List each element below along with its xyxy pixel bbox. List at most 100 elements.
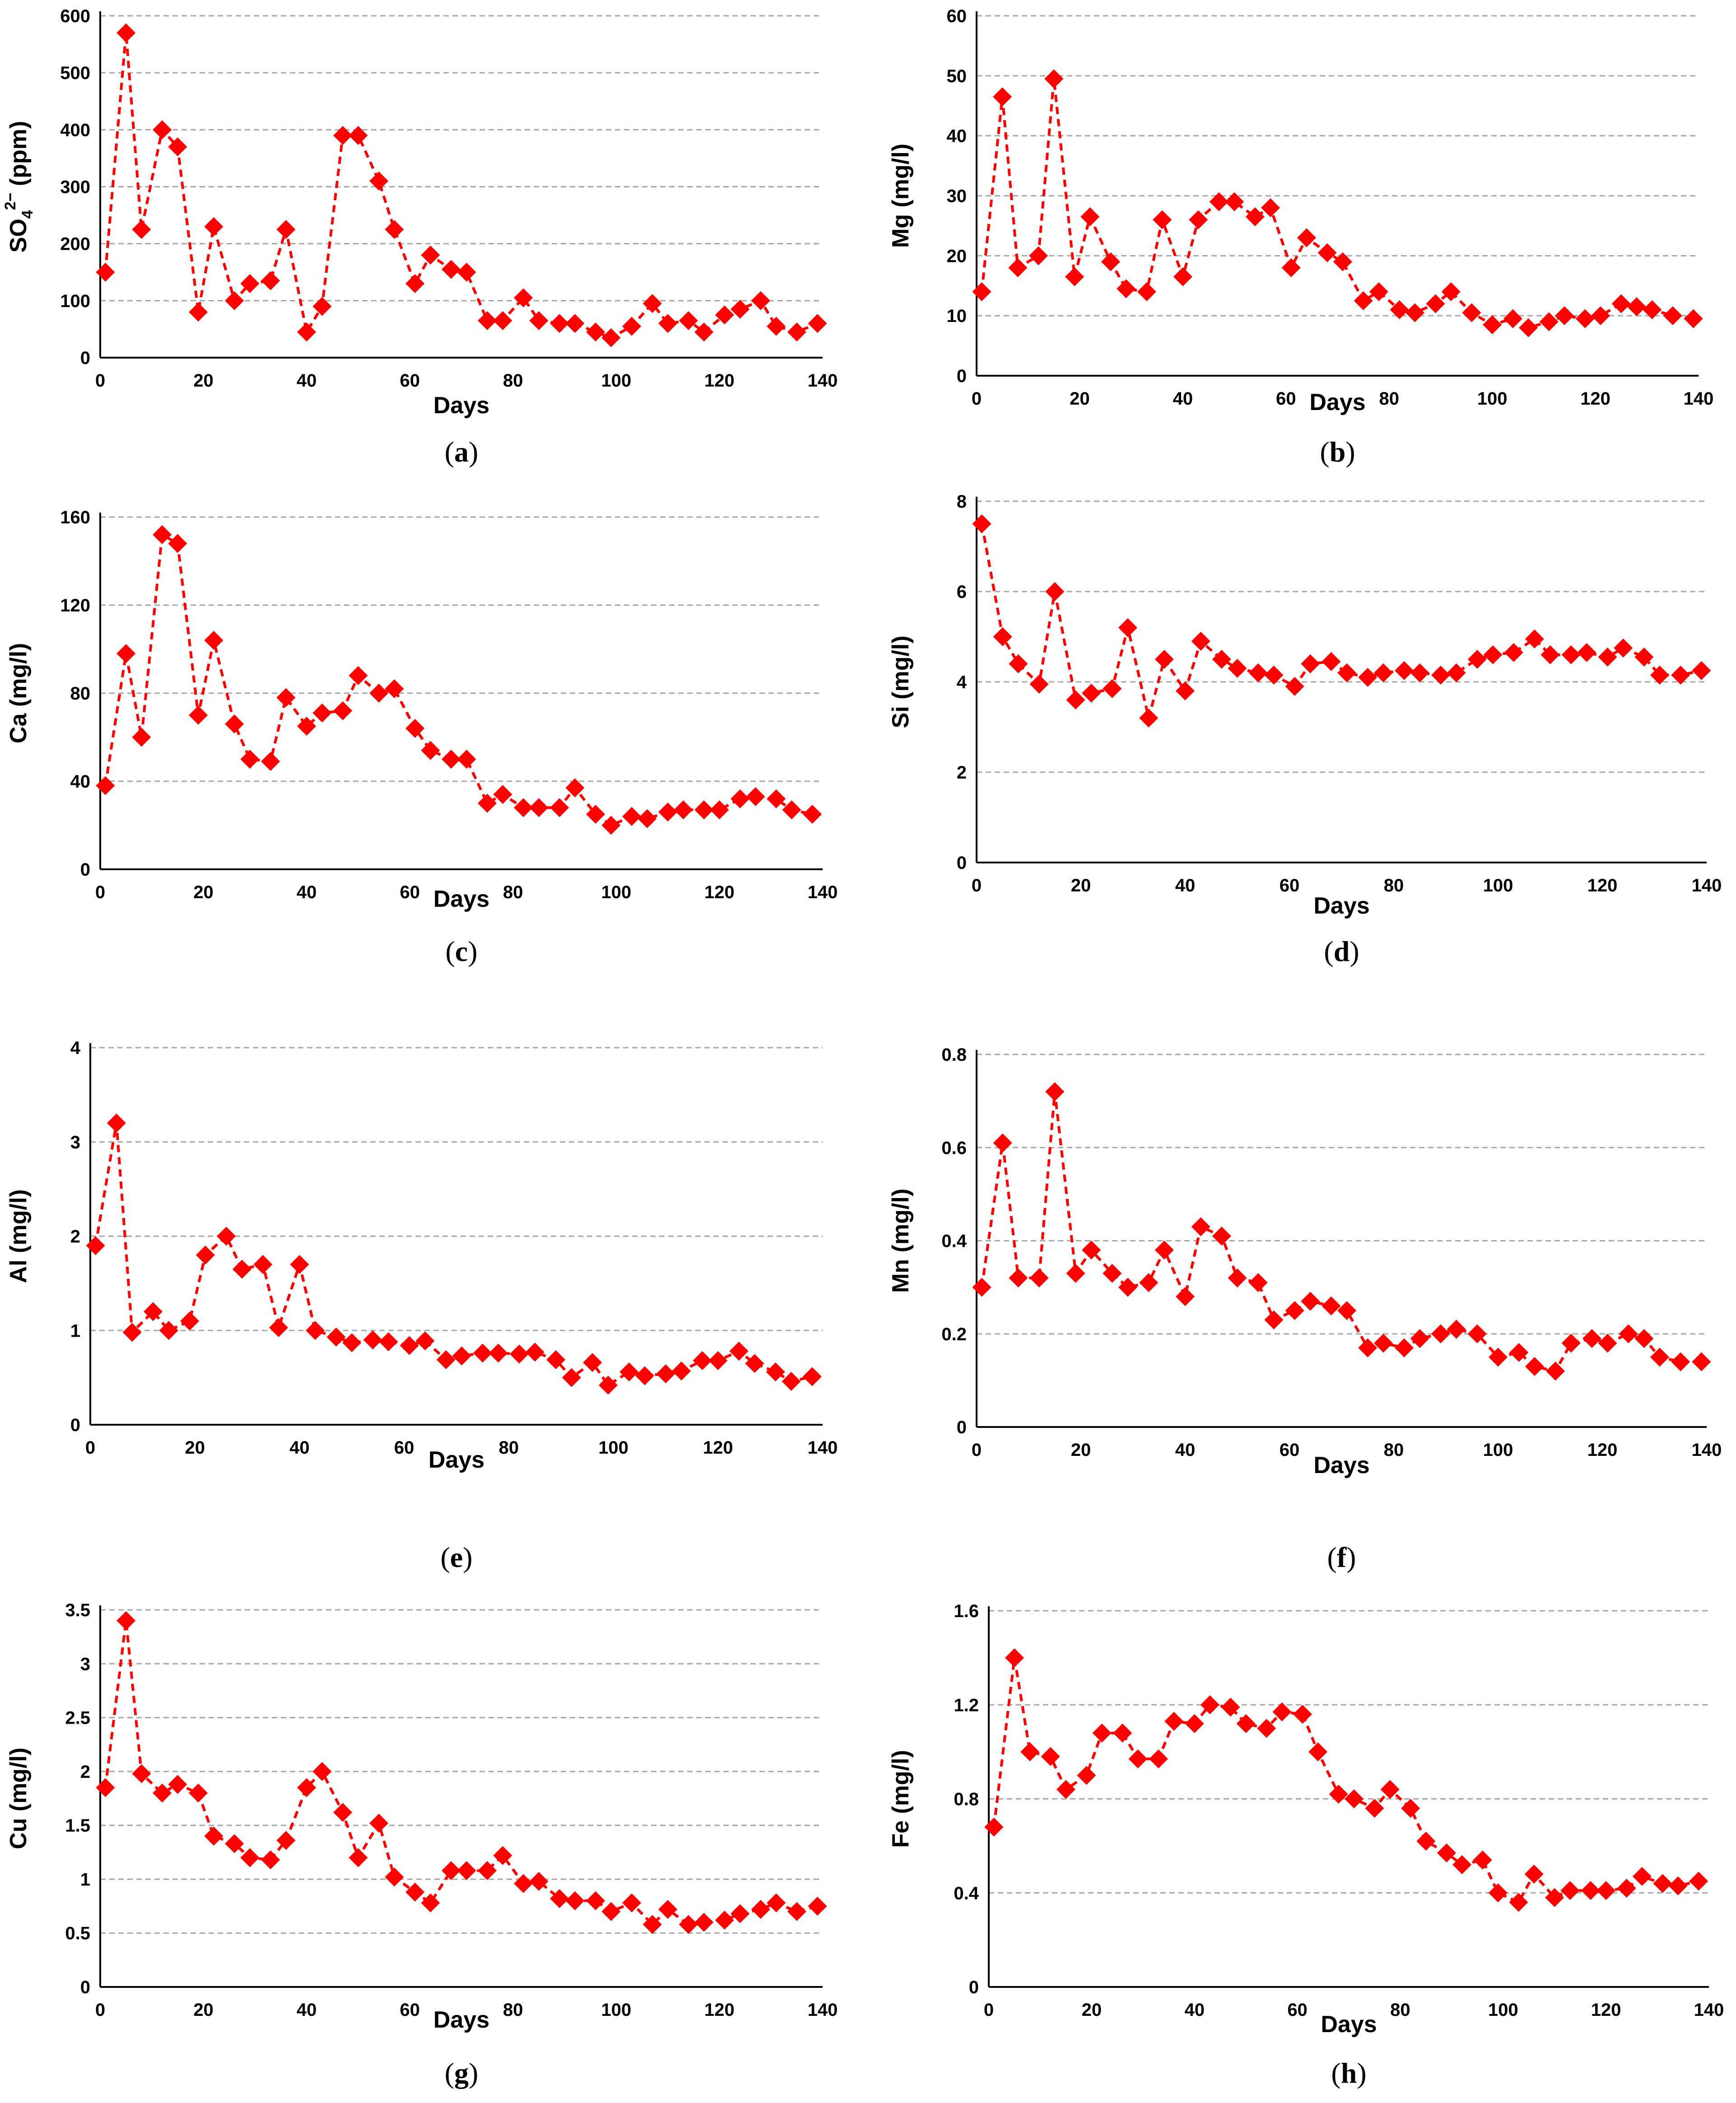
data-point — [1212, 1226, 1231, 1246]
x-tick-label: 100 — [601, 882, 631, 902]
data-point — [349, 126, 368, 145]
y-tick-label: 2 — [80, 1762, 90, 1782]
x-tick-label: 60 — [1276, 389, 1296, 409]
x-axis-label: Days — [1313, 1452, 1369, 1478]
y-tick-label: 30 — [947, 187, 967, 206]
chart-b: 0 10 20 30 40 50 60 0 20 40 60 80 100 120 140 Days Mg (m… — [888, 6, 1713, 468]
data-point — [1431, 666, 1450, 685]
data-point — [642, 1915, 662, 1934]
y-tick-label: 0.8 — [941, 1045, 967, 1065]
data-point — [1117, 279, 1136, 298]
data-point — [493, 785, 512, 804]
data-point — [1045, 582, 1065, 601]
data-point — [1373, 1334, 1393, 1353]
data-point — [159, 1321, 178, 1340]
data-point — [1671, 1352, 1690, 1371]
data-point — [369, 684, 389, 703]
data-point — [1488, 1883, 1508, 1902]
panel-label: (g) — [445, 2057, 479, 2089]
data-point — [1077, 1766, 1096, 1785]
data-point — [1245, 207, 1265, 226]
data-point — [1509, 1343, 1529, 1362]
data-point — [349, 666, 368, 685]
data-point — [1611, 294, 1631, 313]
data-point — [116, 23, 136, 42]
data-point — [586, 1891, 605, 1911]
data-point — [1525, 1357, 1544, 1376]
data-point — [746, 787, 765, 807]
x-tick-label: 80 — [503, 2000, 523, 2020]
data-point — [180, 1311, 200, 1331]
x-tick-label: 0 — [972, 876, 982, 895]
data-point — [658, 314, 678, 333]
y-tick-label: 600 — [60, 6, 90, 26]
data-point — [635, 1366, 655, 1385]
data-point — [731, 789, 750, 808]
data-point — [1317, 243, 1337, 262]
x-tick-label: 140 — [808, 371, 838, 391]
data-point — [529, 1872, 549, 1891]
data-point — [1041, 1747, 1060, 1766]
chart-a: 0 100 200 300 400 500 600 0 20 40 60 80 100 120 140 Day… — [2, 6, 838, 468]
data-point — [122, 1323, 142, 1342]
data-point — [1577, 643, 1596, 662]
x-tick-label: 100 — [1477, 389, 1508, 409]
data-point — [204, 631, 223, 650]
x-tick-label: 100 — [1483, 1440, 1513, 1460]
data-point — [1008, 258, 1028, 277]
data-point — [619, 1362, 639, 1382]
data-point — [442, 260, 461, 279]
data-point — [598, 1376, 618, 1395]
data-point — [369, 1814, 389, 1833]
data-point — [442, 750, 461, 769]
y-axis-label: Al (mg/l) — [5, 1189, 32, 1283]
data-point — [1545, 1888, 1564, 1907]
x-axis-label: Days — [1313, 893, 1369, 919]
data-point — [1546, 1362, 1565, 1381]
data-point — [240, 274, 260, 293]
data-point — [1668, 1876, 1688, 1896]
data-point — [1555, 306, 1574, 326]
x-tick-label: 120 — [1580, 389, 1610, 409]
x-tick-label: 60 — [1287, 2000, 1308, 2020]
series-line — [992, 1657, 1699, 1904]
data-point — [972, 1278, 991, 1297]
data-point — [116, 1611, 136, 1630]
x-tick-label: 40 — [297, 882, 317, 902]
data-point — [601, 1902, 621, 1921]
data-point — [1373, 663, 1393, 682]
data-point — [787, 1902, 806, 1921]
data-point — [672, 1362, 691, 1381]
x-tick-label: 120 — [1587, 1440, 1618, 1460]
data-point — [276, 688, 296, 707]
data-point — [1322, 1296, 1341, 1315]
data-point — [514, 1874, 533, 1893]
data-point — [1541, 645, 1560, 664]
data-point — [1426, 294, 1445, 313]
y-tick-label: 0 — [80, 860, 90, 880]
data-point — [767, 789, 786, 808]
data-point — [385, 679, 404, 699]
x-tick-label: 0 — [95, 2000, 105, 2020]
panel-label: (d) — [1324, 935, 1359, 967]
x-tick-label: 120 — [703, 1438, 733, 1458]
data-point — [1154, 1240, 1174, 1260]
data-point — [1176, 681, 1195, 700]
data-point — [802, 1367, 822, 1386]
data-point — [984, 1817, 1004, 1837]
data-point — [261, 752, 280, 771]
y-tick-label: 3 — [80, 1654, 90, 1674]
data-point — [658, 1900, 678, 1919]
y-tick-label: 0 — [957, 366, 967, 386]
data-point — [1503, 309, 1522, 328]
data-point — [261, 1850, 280, 1870]
y-tick-label: 4 — [70, 1038, 81, 1058]
data-point — [457, 262, 476, 282]
data-point — [782, 1371, 801, 1391]
x-tick-label: 140 — [808, 1438, 838, 1458]
data-point — [86, 1236, 105, 1255]
x-tick-label: 120 — [704, 371, 735, 391]
x-axis-label: Days — [1321, 2011, 1377, 2038]
data-point — [290, 1255, 309, 1274]
data-point — [132, 220, 151, 239]
